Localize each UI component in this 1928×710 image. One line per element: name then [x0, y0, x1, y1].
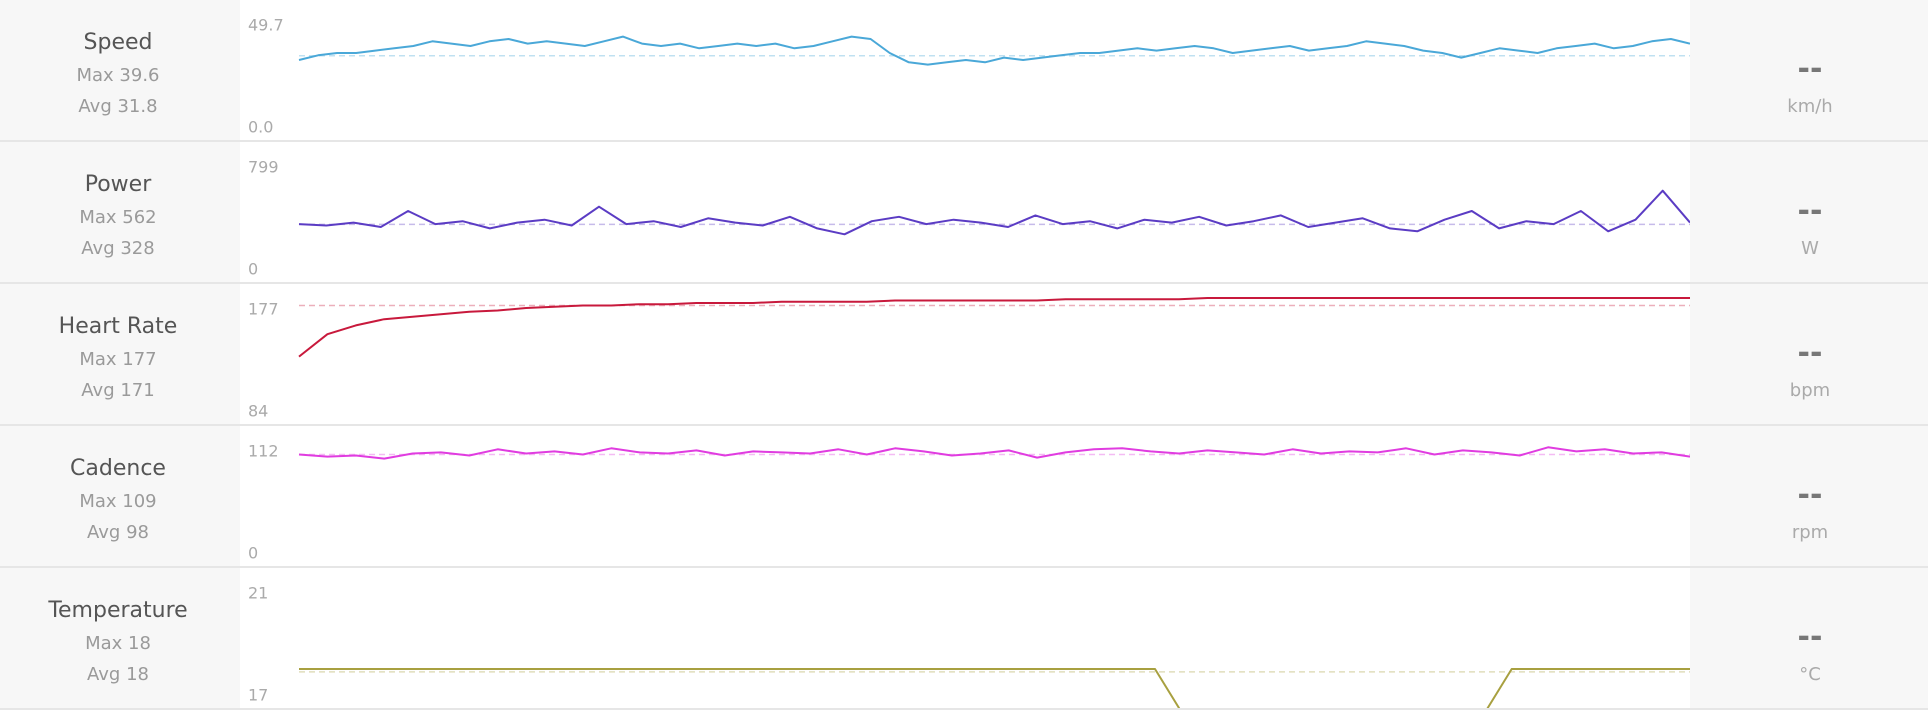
metric-stat: Avg 18 [87, 664, 149, 685]
data-line [298, 297, 1690, 358]
metric-stat: Max 39.6 [76, 65, 159, 86]
unit: bpm [1790, 380, 1830, 401]
metric-stat: Max 109 [79, 491, 156, 512]
label-column [0, 568, 240, 708]
unit: km/h [1787, 96, 1832, 117]
metric-stat: Avg 98 [87, 522, 149, 543]
y-tick-label: 0.0 [248, 118, 273, 137]
y-tick-label: 0 [248, 544, 258, 563]
value-column [1690, 0, 1928, 140]
unit: °C [1799, 664, 1821, 685]
y-tick-label: 177 [248, 300, 279, 319]
y-tick-label: 112 [248, 442, 279, 461]
y-tick-label: 84 [248, 402, 268, 421]
unit: W [1801, 238, 1819, 259]
y-tick-label: 0 [248, 260, 258, 279]
metric-stat: Max 18 [85, 633, 151, 654]
metric-title: Cadence [70, 456, 166, 481]
metric-stat: Max 562 [79, 207, 156, 228]
data-line [299, 668, 1690, 708]
panel: Speed Max 39.6 Avg 31.8 -- km/h 0.0 49.7 [0, 0, 1928, 142]
metric-title: Power [85, 172, 152, 197]
label-column [0, 142, 240, 282]
metric-stat: Avg 171 [81, 380, 154, 401]
value-column [1690, 568, 1928, 708]
current-value: -- [1798, 478, 1823, 513]
y-tick-label: 49.7 [248, 16, 284, 35]
metric-title: Temperature [47, 598, 187, 623]
label-column [0, 426, 240, 566]
current-value: -- [1798, 336, 1823, 371]
chart-area [240, 426, 1690, 566]
value-column [1690, 284, 1928, 424]
metric-stat: Max 177 [79, 349, 156, 370]
y-tick-label: 21 [248, 584, 268, 603]
panel: Temperature Max 18 Avg 18 -- °C 17 21 [0, 568, 1928, 710]
panel: Cadence Max 109 Avg 98 -- rpm 0 112 [0, 426, 1928, 568]
data-line [298, 189, 1690, 236]
chart-area [240, 568, 1690, 708]
metric-stat: Avg 31.8 [78, 96, 157, 117]
value-column [1690, 426, 1928, 566]
value-column [1690, 142, 1928, 282]
metric-title: Speed [84, 30, 153, 55]
chart-area [240, 0, 1690, 140]
chart-area [240, 142, 1690, 282]
y-tick-label: 799 [248, 158, 279, 177]
label-column [0, 284, 240, 424]
data-line [298, 446, 1690, 460]
panel: Heart Rate Max 177 Avg 171 -- bpm 84 177 [0, 284, 1928, 426]
chart-area [240, 284, 1690, 424]
metric-title: Heart Rate [59, 314, 178, 339]
label-column [0, 0, 240, 140]
unit: rpm [1792, 522, 1828, 543]
current-value: -- [1798, 52, 1823, 87]
current-value: -- [1798, 194, 1823, 229]
data-line [298, 35, 1690, 66]
panel: Power Max 562 Avg 328 -- W 0 799 [0, 142, 1928, 284]
metric-stat: Avg 328 [81, 238, 154, 259]
y-tick-label: 17 [248, 686, 268, 705]
current-value: -- [1798, 620, 1823, 655]
